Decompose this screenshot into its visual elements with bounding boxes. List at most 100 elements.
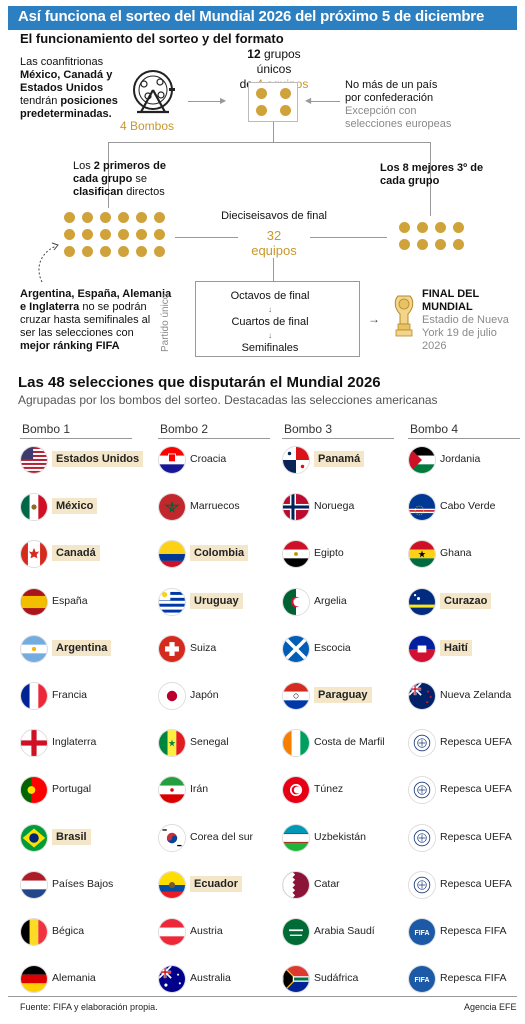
flag-fifa-icon: FIFA [408, 965, 436, 994]
flag-ecuador-icon [158, 870, 186, 899]
tree-line [273, 258, 274, 281]
curved-arrow-icon [34, 240, 62, 284]
team-name: Ghana [440, 547, 472, 560]
seeds-line1: Argentina, España, Alemania [20, 288, 172, 300]
flag-algeria-icon [282, 587, 310, 616]
team-dot [64, 229, 75, 240]
team-name: Alemania [52, 972, 96, 985]
team-name: España [52, 594, 88, 607]
team-name: Corea del sur [190, 830, 254, 843]
tree-line [108, 142, 430, 143]
round-cuartos: Cuartos de final [231, 316, 309, 328]
team-name: Croacia [190, 453, 227, 465]
team-dot [100, 212, 111, 223]
flag-switzerland-icon [158, 634, 186, 663]
team-name: Repesca UEFA [440, 830, 512, 843]
flag-paraguay-icon [282, 682, 310, 710]
final-line2: MUNDIAL [422, 301, 473, 313]
team-name: Ecuador [190, 875, 243, 892]
team-name: Canadá [52, 545, 100, 562]
team-dot [399, 239, 410, 250]
hosts-line1: Las coanfitrionas [20, 56, 104, 68]
team-name: Bégica [52, 925, 85, 937]
flag-tunisia-icon [282, 776, 310, 805]
round-semis: Semifinales [241, 342, 299, 354]
third-place-dots [399, 222, 469, 256]
team-name: Francia [52, 689, 88, 701]
round32-label: Dieciseisavos de final [212, 210, 336, 222]
arrow-right-icon: → [368, 312, 380, 326]
team-name: Curazao [440, 592, 492, 609]
round32-count: 32 equipos [238, 228, 310, 258]
pot-header: Bombo 2 [160, 422, 209, 436]
flag-australia-icon [158, 965, 186, 994]
agency-credit: Agencia EFE [464, 1002, 517, 1012]
flag-uefa-icon [408, 776, 436, 805]
flag-korea-icon [158, 823, 186, 852]
flag-saudi-icon [282, 918, 310, 946]
qualified-dots [64, 212, 174, 268]
team-name: Países Bajos [52, 877, 114, 890]
flag-uefa-icon [408, 870, 436, 899]
flag-usa-icon [20, 446, 48, 474]
team-name: Repesca FIFA [440, 972, 507, 985]
pot-header-line [408, 438, 520, 439]
team-name: Suiza [190, 641, 217, 654]
lottery-drum-icon [125, 66, 181, 122]
flag-haiti-icon [408, 634, 436, 663]
team-name: Jordania [440, 453, 481, 465]
final-text: FINAL DEL MUNDIAL Estadio de Nueva York … [422, 288, 522, 353]
team-name: Escocia [314, 641, 351, 654]
flag-morocco-icon [158, 493, 186, 522]
flag-belgium-icon [20, 918, 48, 946]
team-name: Nueva Zelanda [440, 689, 512, 701]
arrow-left-icon: ◀ [305, 96, 312, 105]
seeds-line3: cruzar hasta semifinales al [20, 314, 151, 326]
team-name: Uruguay [190, 592, 243, 609]
team-name: Repesca UEFA [440, 877, 512, 890]
flag-austria-icon [158, 918, 186, 946]
team-dot [154, 246, 165, 257]
team-dot [118, 212, 129, 223]
team-name: Repesca FIFA [440, 925, 507, 937]
group-dot [280, 105, 291, 116]
final-line3: Estadio de Nueva [422, 314, 509, 326]
team-dot [118, 229, 129, 240]
section-subtitle: Agrupadas por los bombos del sorteo. Des… [18, 393, 438, 407]
team-dot [64, 246, 75, 257]
flag-southafrica-icon [282, 965, 310, 994]
flag-capeverde-icon [408, 493, 436, 522]
team-name: Argelia [314, 594, 347, 607]
team-name: Irán [190, 783, 209, 796]
group-dot [280, 88, 291, 99]
flag-germany-icon [20, 965, 48, 994]
confed-line3: Excepción con [345, 105, 417, 117]
confed-text: No más de un país por confederación Exce… [345, 79, 515, 131]
team-dot [136, 246, 147, 257]
source-note: Fuente: FIFA y elaboración propia. [20, 1002, 158, 1012]
team-name: Sudáfrica [314, 972, 359, 985]
pot-header-line [158, 438, 270, 439]
team-name: Noruega [314, 500, 355, 513]
group-dot [256, 105, 267, 116]
team-name: Costa de Marfil [314, 736, 385, 749]
pot-header: Bombo 3 [284, 422, 333, 436]
team-name: Colombia [190, 545, 249, 562]
best-third-line2: cada grupo [380, 175, 440, 187]
team-name: Uzbekistán [314, 830, 366, 843]
arrow-down-icon: ↓ [268, 305, 272, 314]
team-name: Australia [190, 972, 231, 985]
hosts-line4: tendrán posiciones [20, 95, 118, 107]
flag-spain-icon [20, 587, 48, 616]
page-title: Así funciona el sorteo del Mundial 2026 … [18, 8, 485, 25]
bombos-label: 4 Bombos [120, 119, 175, 133]
team-dot [118, 246, 129, 257]
confed-line1: No más de un país [345, 79, 438, 91]
flag-fifa-icon: FIFA [408, 918, 436, 946]
team-name: Catar [314, 877, 340, 890]
team-name: Paraguay [314, 687, 372, 703]
flag-curacao-icon [408, 587, 436, 616]
team-dot [453, 239, 464, 250]
flag-norway-icon [282, 493, 310, 522]
flag-newzealand-icon [408, 682, 436, 710]
